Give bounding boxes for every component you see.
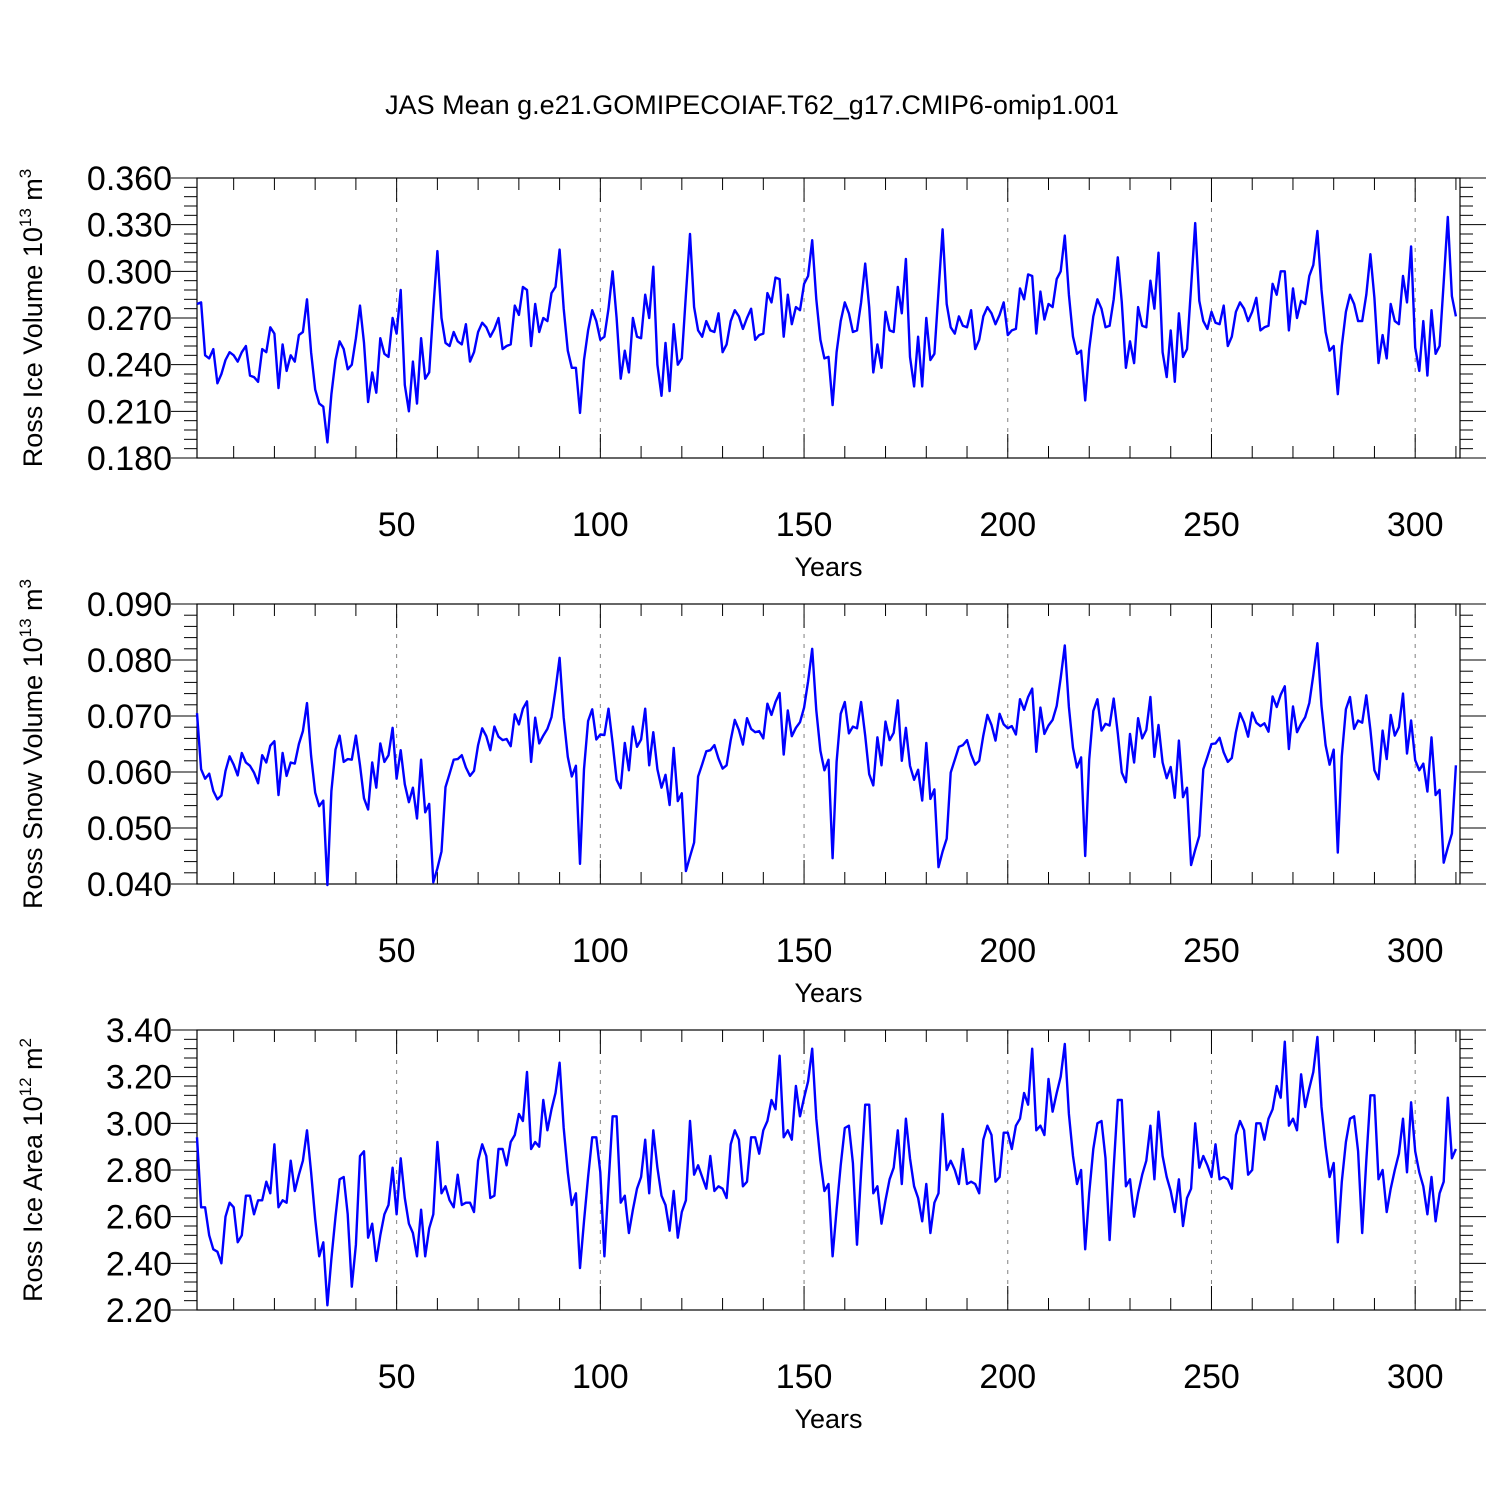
x-tick-label: 100 — [572, 506, 629, 544]
y-tick-label: 0.210 — [87, 393, 172, 431]
y-tick-label: 0.240 — [87, 347, 172, 385]
y-tick-label: 0.360 — [87, 160, 172, 198]
x-tick-label: 200 — [979, 1358, 1036, 1396]
y-tick-label: 3.40 — [106, 1012, 172, 1050]
y-tick-label: 0.080 — [87, 642, 172, 680]
y-tick-label: 2.80 — [106, 1152, 172, 1190]
y-axis-label: Ross Ice Volume 1013 m3 — [16, 169, 48, 468]
x-tick-label: 50 — [378, 506, 416, 544]
x-tick-label: 300 — [1387, 506, 1444, 544]
y-tick-label: 2.20 — [106, 1292, 172, 1330]
y-axis-label: Ross Ice Area 1012 m2 — [16, 1038, 48, 1302]
x-axis-label: Years — [794, 552, 862, 582]
y-tick-label: 0.060 — [87, 754, 172, 792]
plot-frame — [196, 177, 1461, 459]
y-tick-label: 0.090 — [87, 586, 172, 624]
x-axis-label: Years — [794, 1404, 862, 1434]
x-tick-label: 200 — [979, 932, 1036, 970]
x-tick-label: 250 — [1183, 932, 1240, 970]
x-tick-label: 300 — [1387, 1358, 1444, 1396]
y-tick-label: 3.20 — [106, 1059, 172, 1097]
x-tick-label: 50 — [378, 932, 416, 970]
figure-title: JAS Mean g.e21.GOMIPECOIAF.T62_g17.CMIP6… — [385, 90, 1119, 120]
x-tick-label: 200 — [979, 506, 1036, 544]
x-tick-label: 150 — [776, 1358, 833, 1396]
x-tick-label: 250 — [1183, 506, 1240, 544]
x-tick-label: 300 — [1387, 932, 1444, 970]
y-tick-label: 0.050 — [87, 810, 172, 848]
x-tick-label: 100 — [572, 932, 629, 970]
y-tick-label: 0.070 — [87, 698, 172, 736]
series-line-ross-ice-area — [195, 1035, 1458, 1307]
panel-ross-ice-volume: 0.180 0.210 0.240 0.270 0.300 0.330 0.360 50 100… — [16, 160, 1486, 582]
x-tick-label: 100 — [572, 1358, 629, 1396]
y-tick-label: 0.180 — [87, 440, 172, 478]
y-tick-label: 0.330 — [87, 207, 172, 245]
x-tick-label: 250 — [1183, 1358, 1240, 1396]
y-tick-label: 0.270 — [87, 300, 172, 338]
series-line-ross-snow-volume — [195, 642, 1458, 887]
plot-frame — [196, 1029, 1461, 1311]
x-tick-label: 50 — [378, 1358, 416, 1396]
x-tick-label: 150 — [776, 506, 833, 544]
series-line-ross-ice-volume — [196, 215, 1458, 444]
y-tick-label: 3.00 — [106, 1105, 172, 1143]
y-tick-label: 0.300 — [87, 253, 172, 291]
plot-frame — [196, 603, 1461, 885]
x-tick-label: 150 — [776, 932, 833, 970]
panel-ross-ice-area: 2.20 2.40 2.60 2.80 3.00 3.20 3.40 50 100 150 200 2… — [16, 1012, 1486, 1434]
panel-ross-snow-volume: 0.040 0.050 0.060 0.070 0.080 0.090 50 100 150 20… — [16, 579, 1486, 1008]
y-tick-label: 2.40 — [106, 1245, 172, 1283]
y-tick-label: 2.60 — [106, 1199, 172, 1237]
x-axis-label: Years — [794, 978, 862, 1008]
y-axis-label: Ross Snow Volume 1013 m3 — [16, 579, 48, 909]
y-tick-label: 0.040 — [87, 866, 172, 904]
